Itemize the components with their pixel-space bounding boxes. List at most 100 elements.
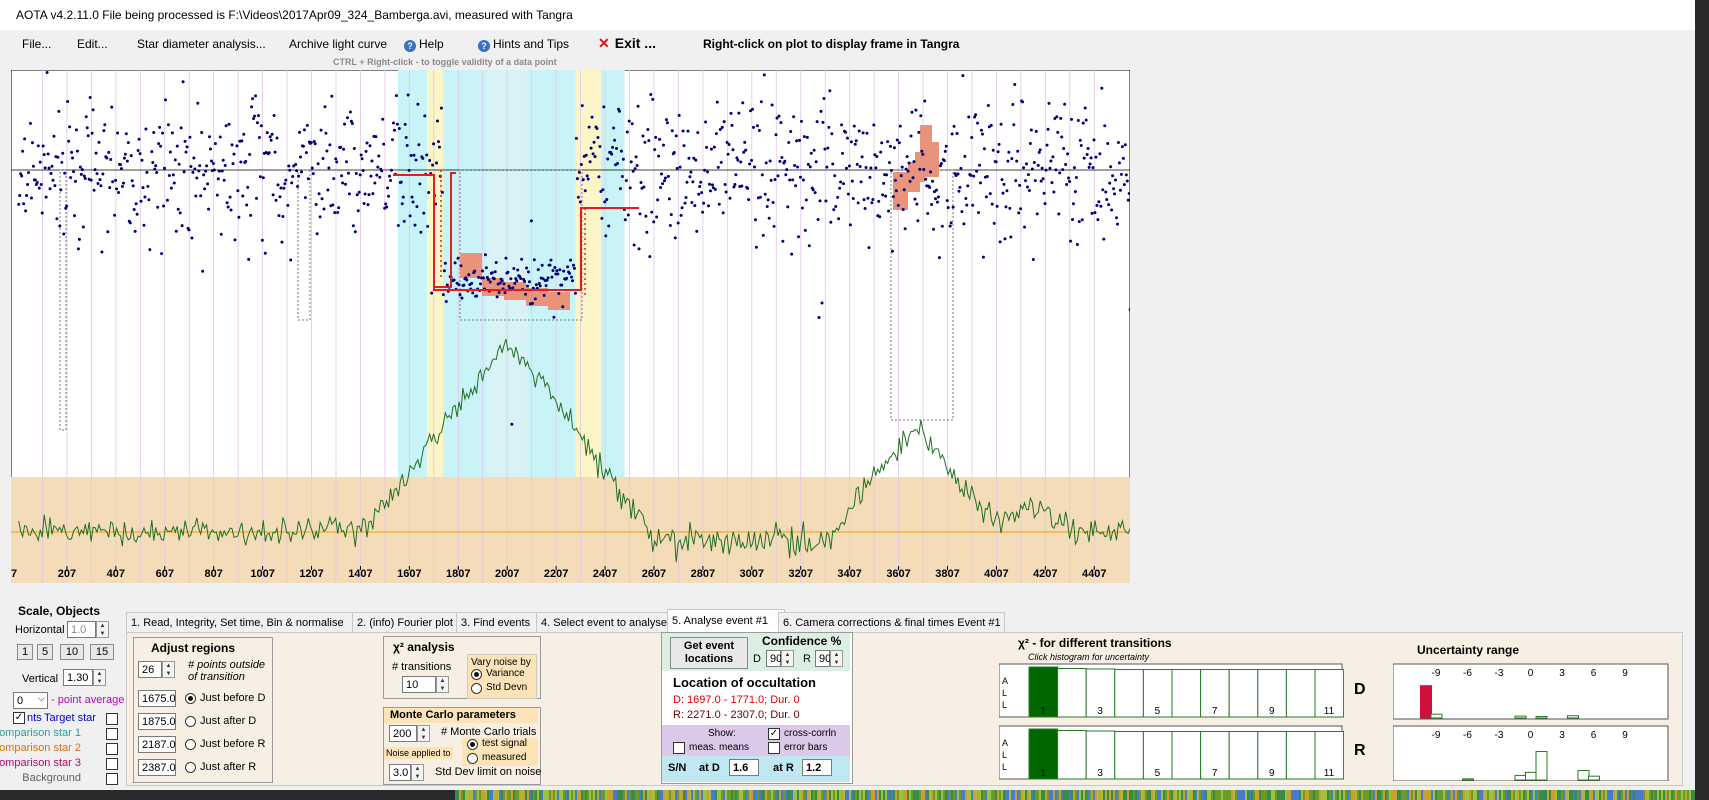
object-checkbox[interactable] [106,728,118,740]
unc-x-label: -3 [1495,730,1504,741]
scale-button-1[interactable]: 1 [17,644,33,660]
chi-bar[interactable] [1171,731,1202,780]
tab-4[interactable]: 4. Select event to analyse [536,612,674,633]
data-points[interactable] [17,71,1130,426]
region-radio[interactable] [185,739,196,750]
points-outside-input[interactable]: 26 [138,661,162,678]
noise-radio[interactable] [467,739,478,750]
region-frame-input[interactable]: 1875.0 [138,713,176,730]
chi-bar[interactable] [1285,731,1316,780]
stddev-input[interactable]: 3.0 [389,764,411,781]
object-checkbox[interactable] [106,713,118,725]
chi-bar[interactable] [1171,669,1202,718]
points-outside-spinner[interactable]: ▲ ▼ [162,661,175,678]
transitions-label: # transitions [392,661,452,673]
chi-bar[interactable] [1142,731,1173,780]
menu-hints-label: Hints and Tips [493,37,570,51]
chi-bar[interactable] [1085,668,1116,718]
scale-button-10[interactable]: 10 [60,644,84,660]
menu-star-diameter[interactable]: Star diameter analysis... [137,37,266,51]
checkbox-target-prefix[interactable]: ✓ [13,712,25,724]
cross-correlation-curve [18,338,1130,563]
chi2-analysis-box [383,636,541,699]
chi-bar[interactable] [1285,669,1316,718]
chi-bar[interactable] [1085,730,1116,780]
x-tick-label: 3807 [935,568,959,580]
vary-noise-label: Vary noise by [471,657,531,668]
horizontal-spinner[interactable]: ▲ ▼ [96,621,109,638]
unc-bar [1514,715,1527,719]
object-label: Background [22,772,81,784]
tab-6[interactable]: 6. Camera corrections & final times Even… [778,612,1005,633]
menu-exit[interactable]: ✕ Exit ... [598,35,656,52]
chi-bar[interactable] [1314,731,1344,780]
chi-bar[interactable] [1257,731,1287,780]
sn-label: S/N [668,762,687,774]
stddev-spinner[interactable]: ▲ ▼ [411,764,424,781]
transitions-spinner[interactable]: ▲ ▼ [436,676,449,693]
chi-bar[interactable] [1057,668,1087,718]
noise-radio[interactable] [467,753,478,764]
x-tick-label: 3007 [740,568,764,580]
unc-x-label: 3 [1559,730,1565,741]
confidence-r-spinner[interactable]: ▲ ▼ [830,650,843,667]
vertical-scale-input[interactable]: 1.30 [63,669,93,686]
region-frame-input[interactable]: 2187.0 [138,736,176,753]
chi-bar[interactable] [1028,666,1059,718]
trials-input[interactable]: 200 [389,725,417,742]
region-frame-input[interactable]: 2387.0 [138,759,176,776]
point-average-label: - point average [51,694,125,706]
chi-bar[interactable] [1057,730,1087,780]
object-checkbox[interactable] [106,758,118,770]
chi-bar[interactable] [1228,669,1259,718]
point-average-select[interactable]: 0 [13,692,48,709]
uncertainty-histogram: -9 -6 -3 0 3 6 9 -9 -6 -3 0 3 6 9 [1393,663,1669,781]
confidence-d-spinner[interactable]: ▲ ▼ [781,650,794,667]
show-checkbox[interactable]: ✓ [768,728,780,740]
chi-bar[interactable] [1114,731,1144,780]
menu-archive-light-curve[interactable]: Archive light curve [289,37,388,51]
tab-2[interactable]: 2. (info) Fourier plot [352,612,460,633]
trials-spinner[interactable]: ▲ ▼ [417,725,430,742]
vary-radio[interactable] [471,669,482,680]
menu-hints[interactable]: ? Hints and Tips [478,37,569,52]
x-tick-label: 407 [107,568,125,580]
chi-bar[interactable] [1257,669,1287,718]
tab-1[interactable]: 1. Read, Integrity, Set time, Bin & norm… [126,612,356,633]
tab-5[interactable]: 5. Analyse event #1 [667,609,785,634]
x-tick-label: 207 [58,568,76,580]
menu-edit[interactable]: Edit... [77,37,108,51]
region-frame-input[interactable]: 1675.0 [138,690,176,707]
confidence-d-label: D [753,653,761,665]
horizontal-scale-input[interactable]: 1.0 [67,621,96,638]
object-checkbox[interactable] [106,773,118,785]
show-checkbox[interactable] [768,742,780,754]
light-curve-plot[interactable]: 7 207 407 607 807 1007 1207 1407 1607 1807 2007 220… [11,70,1130,583]
show-checkbox[interactable] [673,742,685,754]
get-event-locations-button[interactable]: Get event locations [670,637,748,669]
vary-radio[interactable] [471,683,482,694]
vertical-spinner[interactable]: ▲ ▼ [93,669,106,686]
confidence-d-input[interactable]: 90 [766,650,782,667]
region-radio[interactable] [185,716,196,727]
chi-bar[interactable] [1114,669,1144,718]
region-radio[interactable] [185,693,196,704]
chi-bar[interactable] [1028,728,1059,780]
menu-help[interactable]: ? Help [404,37,444,52]
region-radio[interactable] [185,762,196,773]
x-tick-label: 4407 [1082,568,1106,580]
confidence-r-input[interactable]: 90 [815,650,831,667]
chi-bar[interactable] [1228,731,1259,780]
chi-bar[interactable] [1314,669,1344,718]
menu-file[interactable]: File... [22,37,52,51]
scale-button-5[interactable]: 5 [37,644,53,660]
scale-button-15[interactable]: 15 [90,644,114,660]
transitions-input[interactable]: 10 [402,676,436,693]
object-checkbox[interactable] [106,743,118,755]
chi-bar[interactable] [1200,731,1230,780]
scale-objects-title: Scale, Objects [18,604,101,618]
tab-3[interactable]: 3. Find events [456,612,544,633]
chi-bar[interactable] [1200,669,1230,718]
unc-bar [1588,775,1600,781]
